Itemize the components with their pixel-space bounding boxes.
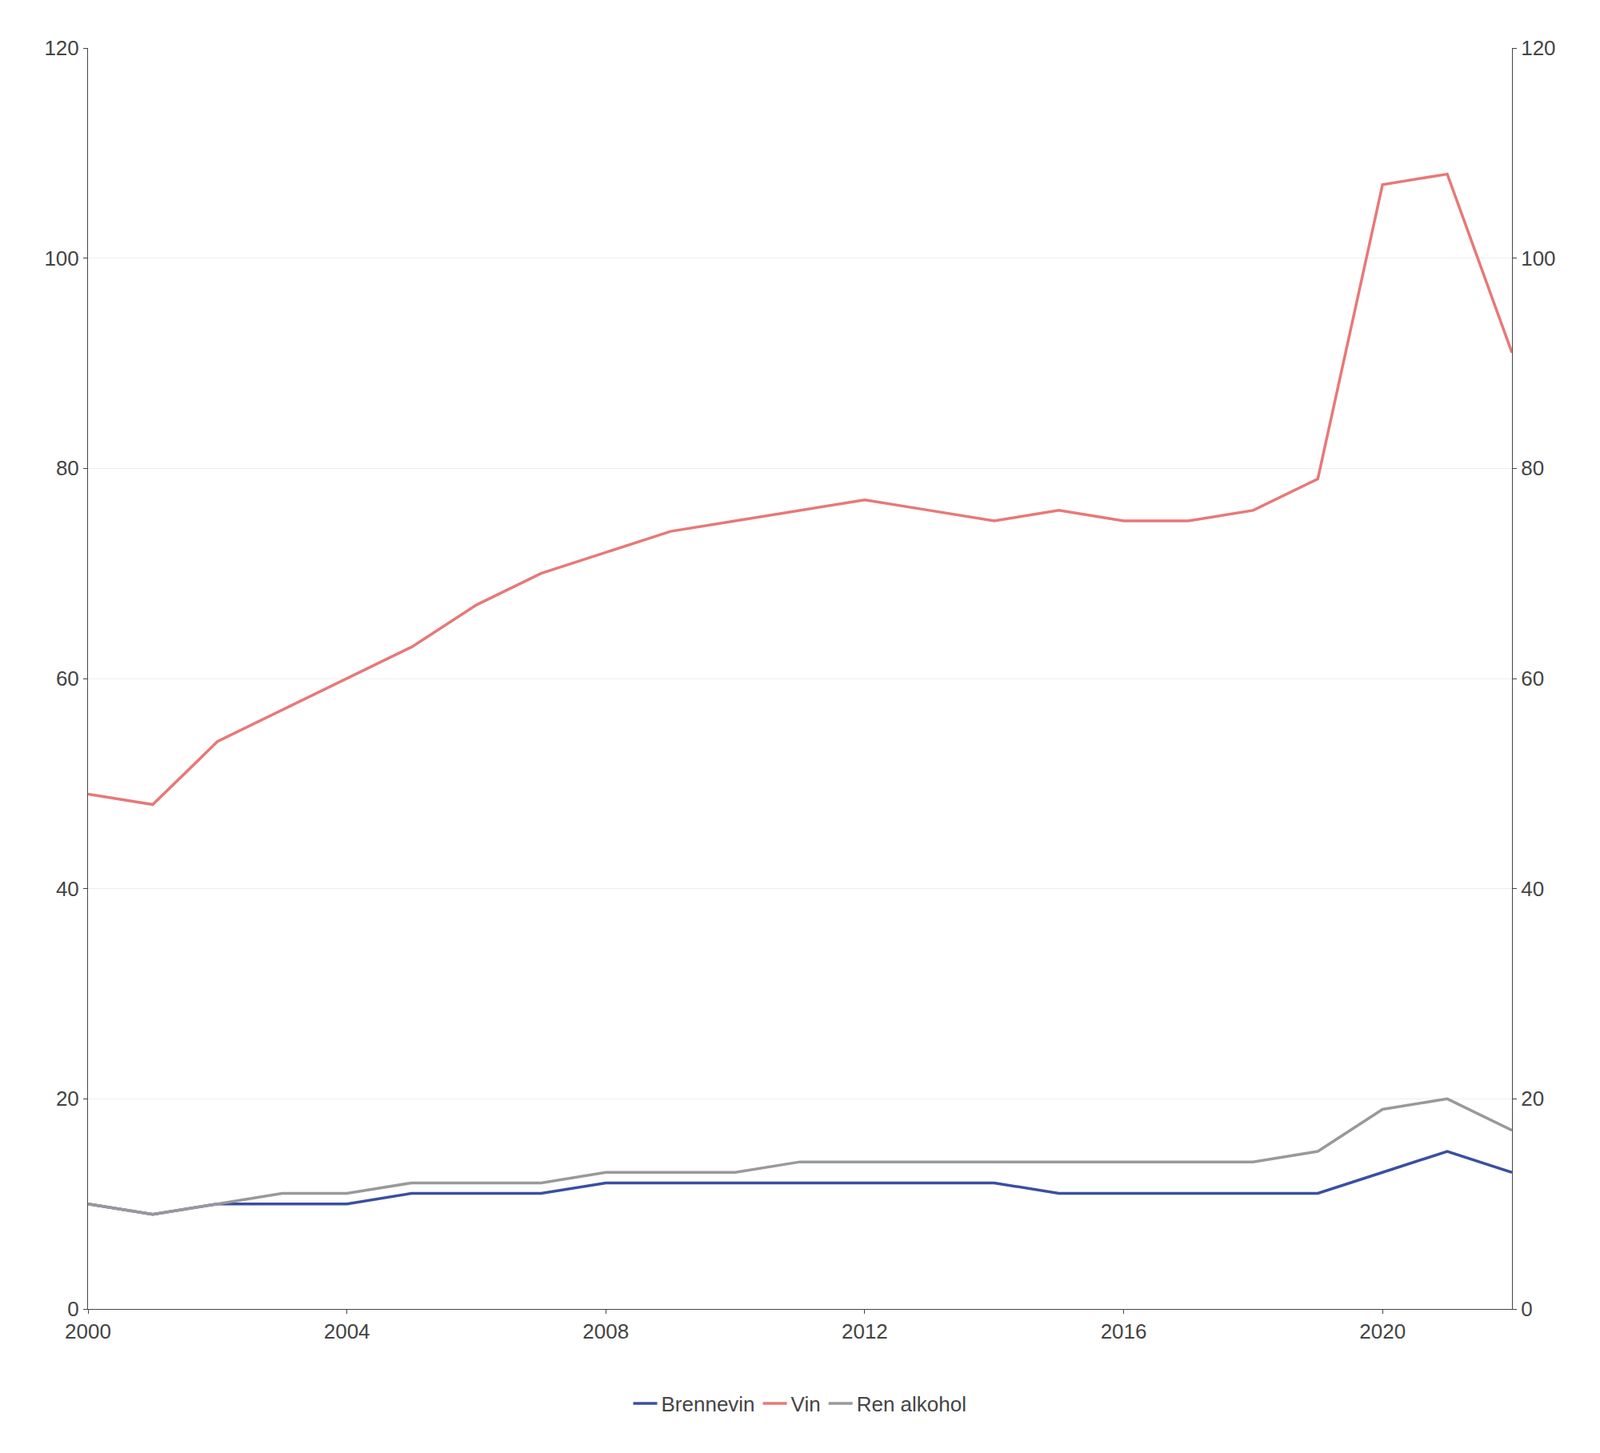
svg-text:40: 40 [1520, 876, 1544, 901]
svg-text:Brennevin: Brennevin [661, 1392, 756, 1416]
svg-text:80: 80 [56, 456, 80, 480]
svg-text:2012: 2012 [841, 1319, 888, 1344]
svg-text:100: 100 [1520, 246, 1556, 271]
svg-text:Ren alkohol: Ren alkohol [856, 1392, 967, 1416]
svg-text:0: 0 [1520, 1296, 1532, 1321]
svg-text:60: 60 [56, 666, 80, 691]
svg-text:40: 40 [56, 876, 80, 901]
svg-text:2008: 2008 [582, 1319, 629, 1344]
svg-text:Vin: Vin [791, 1392, 821, 1416]
svg-text:2020: 2020 [1359, 1319, 1406, 1344]
svg-text:20: 20 [1520, 1086, 1544, 1111]
svg-text:80: 80 [1520, 456, 1544, 480]
svg-text:20: 20 [56, 1086, 80, 1111]
svg-text:120: 120 [1520, 36, 1556, 60]
svg-text:0: 0 [67, 1296, 79, 1321]
svg-text:2016: 2016 [1100, 1319, 1148, 1344]
svg-text:2004: 2004 [324, 1319, 371, 1344]
svg-text:100: 100 [44, 246, 79, 271]
svg-text:60: 60 [1520, 666, 1544, 691]
svg-text:2000: 2000 [64, 1319, 112, 1344]
svg-text:120: 120 [44, 36, 79, 60]
